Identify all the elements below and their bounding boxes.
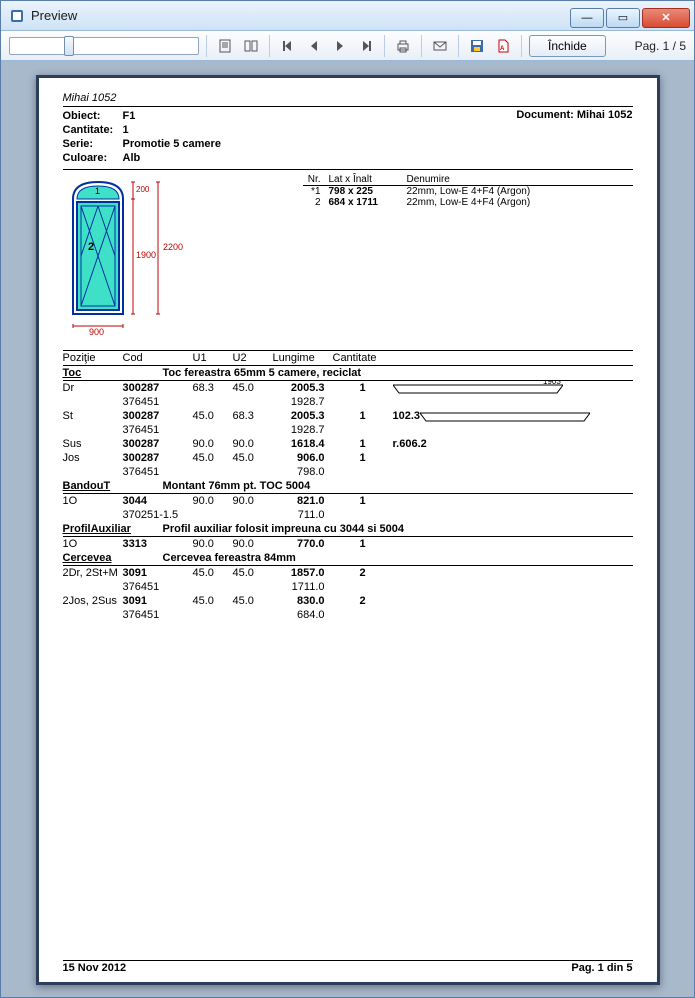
- minimize-button[interactable]: —: [570, 8, 604, 28]
- glass-header: Nr. Lat x Înalt Denumire: [303, 174, 633, 186]
- section-header: CerceveaCercevea fereastra 84mm: [63, 551, 633, 566]
- page-view-icon[interactable]: [214, 35, 236, 57]
- pdf-icon[interactable]: A: [492, 35, 514, 57]
- table-row: Sus30028790.090.01618.41r.606.2: [63, 437, 633, 451]
- section-header: ProfilAuxiliarProfil auxiliar folosit im…: [63, 522, 633, 537]
- table-row: 2Dr, 2St+M309145.045.01857.02: [63, 566, 633, 580]
- svg-text:1903: 1903: [543, 381, 561, 386]
- table-row: Jos30028745.045.0906.01: [63, 451, 633, 465]
- table-row: 376451798.0: [63, 465, 633, 479]
- table-row: 2Jos, 2Sus309145.045.0830.02: [63, 594, 633, 608]
- glass-row: 2684 x 171122mm, Low-E 4+F4 (Argon): [303, 197, 633, 208]
- svg-text:A: A: [500, 46, 505, 52]
- report-title: Mihai 1052: [63, 92, 633, 104]
- svg-text:1: 1: [95, 186, 100, 196]
- print-icon[interactable]: [392, 35, 414, 57]
- section-header: BandouTMontant 76mm pt. TOC 5004: [63, 479, 633, 494]
- zoom-slider[interactable]: [9, 37, 199, 55]
- prev-page-icon[interactable]: [303, 35, 325, 57]
- table-row: 376451684.0: [63, 608, 633, 622]
- drawing-row: 1 2 200 1900 2200 900: [63, 174, 633, 344]
- report-page: Mihai 1052 Obiect:F1 Cantitate:1 Serie:P…: [36, 75, 660, 985]
- first-page-icon[interactable]: [277, 35, 299, 57]
- svg-text:2200: 2200: [163, 242, 183, 252]
- titlebar: Preview — ▭ ✕: [1, 1, 694, 31]
- report-header: Obiect:F1 Cantitate:1 Serie:Promotie 5 c…: [63, 106, 633, 170]
- window-title: Preview: [31, 8, 570, 23]
- toolbar: A Închide Pag. 1 / 5: [1, 31, 694, 61]
- page-counter: Pag. 1 / 5: [635, 39, 686, 53]
- email-icon[interactable]: [429, 35, 451, 57]
- window-buttons: — ▭ ✕: [570, 4, 694, 28]
- app-icon: [9, 8, 25, 24]
- window-close-button[interactable]: ✕: [642, 8, 690, 28]
- table-row: 3764511711.0: [63, 580, 633, 594]
- glass-row: *1798 x 22522mm, Low-E 4+F4 (Argon): [303, 186, 633, 197]
- viewport[interactable]: Mihai 1052 Obiect:F1 Cantitate:1 Serie:P…: [1, 61, 694, 997]
- table-row: 3764511928.7: [63, 423, 633, 437]
- close-button[interactable]: Închide: [529, 35, 606, 57]
- table-header: Poziţie Cod U1 U2 Lungime Cantitate: [63, 350, 633, 366]
- maximize-button[interactable]: ▭: [606, 8, 640, 28]
- last-page-icon[interactable]: [355, 35, 377, 57]
- svg-text:900: 900: [89, 327, 104, 337]
- svg-text:1900: 1900: [136, 250, 156, 260]
- page-footer: 15 Nov 2012 Pag. 1 din 5: [63, 960, 633, 974]
- table-row: 1O304490.090.0821.01: [63, 494, 633, 508]
- window-drawing: 1 2 200 1900 2200 900: [63, 174, 213, 339]
- table-row: 370251-1.5711.0: [63, 508, 633, 522]
- svg-text:2: 2: [88, 241, 94, 253]
- svg-text:200: 200: [136, 185, 150, 194]
- next-page-icon[interactable]: [329, 35, 351, 57]
- section-header: TocToc fereastra 65mm 5 camere, reciclat: [63, 366, 633, 381]
- table-row: Dr30028768.345.02005.311903: [63, 381, 633, 395]
- table-row: St30028745.068.32005.31102.3: [63, 409, 633, 423]
- profile-table: Poziţie Cod U1 U2 Lungime Cantitate TocT…: [63, 350, 633, 622]
- preview-window: Preview — ▭ ✕ A Închide Pag. 1 / 5 Mihai…: [0, 0, 695, 998]
- multi-page-icon[interactable]: [240, 35, 262, 57]
- save-icon[interactable]: [466, 35, 488, 57]
- table-row: 3764511928.7: [63, 395, 633, 409]
- table-row: 1O331390.090.0770.01: [63, 537, 633, 551]
